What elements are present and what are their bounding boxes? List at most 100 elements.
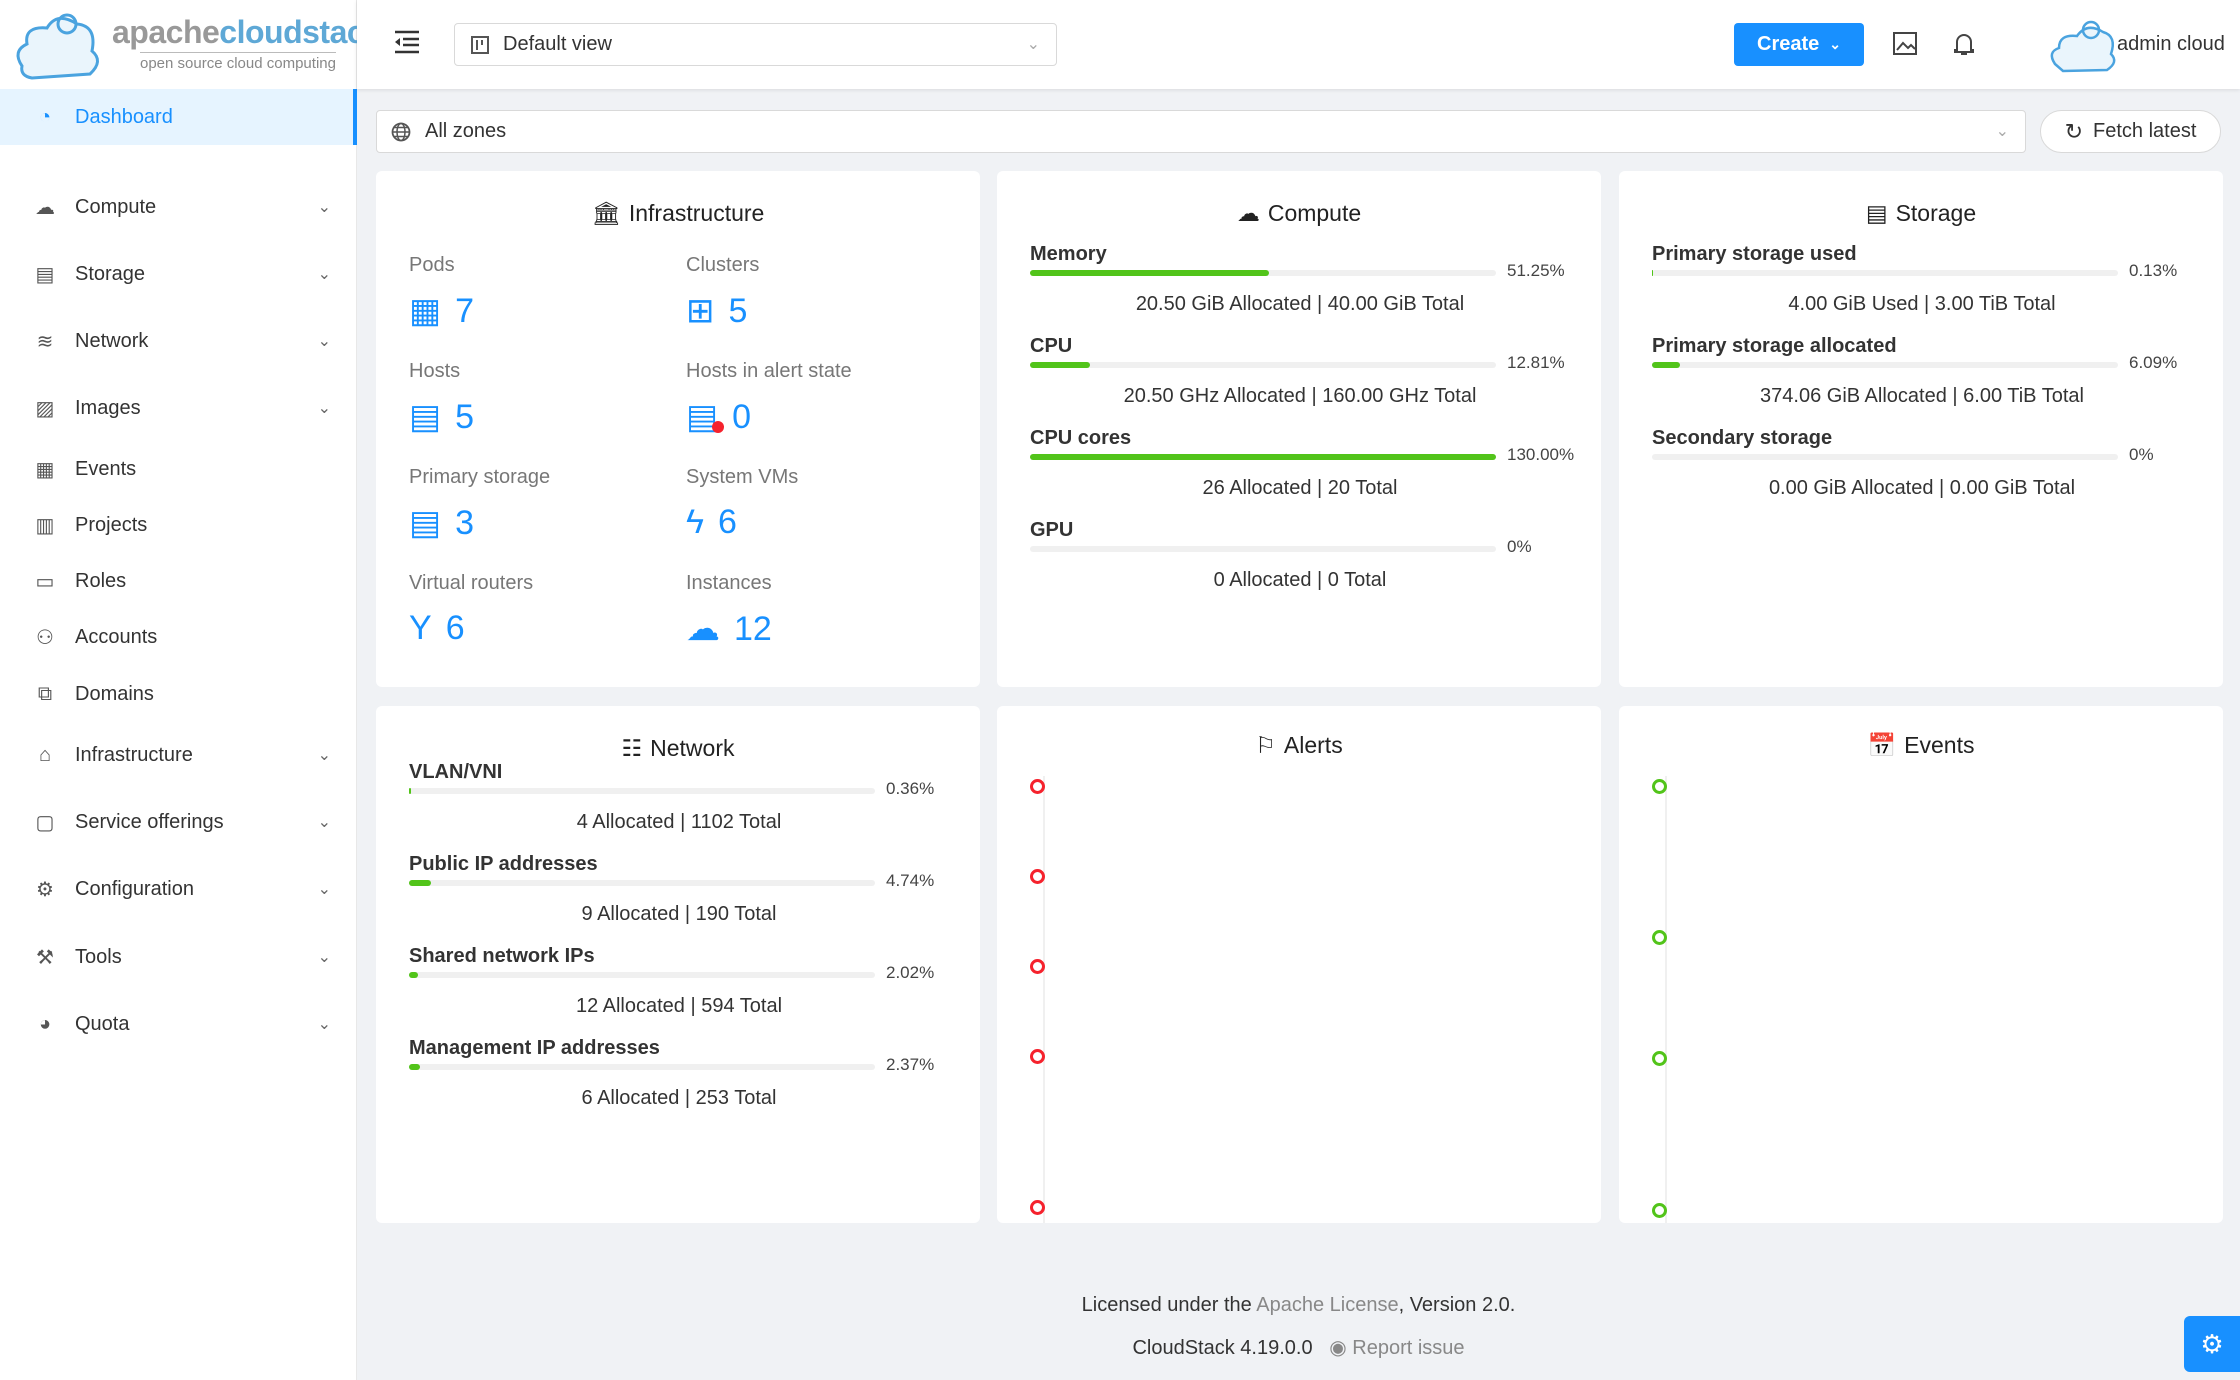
- user-menu[interactable]: admin cloud: [2047, 14, 2225, 74]
- apache-license-link[interactable]: Apache License: [1256, 1294, 1399, 1316]
- compute-card: ☁ Compute Memory 51.25% 20.50 GiB Allocated…: [997, 171, 1601, 687]
- usage-progress-fill: [409, 972, 419, 978]
- host-alert-icon: ▤: [686, 397, 725, 437]
- usage-label: Public IP addresses: [409, 853, 598, 875]
- infra-stat[interactable]: Pods ▦ 7: [409, 254, 474, 331]
- block-icon: ⧉: [37, 682, 53, 705]
- image-add-icon[interactable]: [1892, 30, 1920, 58]
- sidebar-item-label: Domains: [75, 682, 154, 705]
- infra-stat[interactable]: Instances ☁ 12: [686, 572, 772, 649]
- compute-usage: GPU 0% 0 Allocated | 0 Total: [1030, 519, 1581, 591]
- infra-stat[interactable]: Hosts ▤ 5: [409, 360, 474, 437]
- stat-number: 6: [445, 609, 465, 647]
- usage-text: 6 Allocated | 253 Total: [581, 1087, 777, 1109]
- timeline-dot: [1652, 930, 1667, 945]
- host-icon: ▤: [409, 398, 442, 436]
- usage-label: GPU: [1030, 519, 1074, 541]
- fetch-latest-button[interactable]: ↻ Fetch latest: [2040, 110, 2221, 153]
- settings-button[interactable]: ⚙: [2184, 1316, 2240, 1372]
- usage-progress-bar: [409, 972, 875, 978]
- sidebar-item-label: Infrastructure: [75, 743, 193, 766]
- infra-stat[interactable]: Hosts in alert state ▤ 0: [686, 360, 852, 437]
- usage-text: 26 Allocated | 20 Total: [1202, 477, 1398, 499]
- sidebar-item-label: Compute: [75, 195, 157, 218]
- usage-progress-bar: [1652, 362, 2118, 368]
- stat-number: 3: [455, 503, 475, 542]
- sidebar-item-configuration[interactable]: ⚙ Configuration ⌄: [0, 861, 357, 917]
- cloud-server-icon: ☁: [686, 610, 720, 648]
- menu-fold-icon[interactable]: [393, 30, 421, 54]
- infra-stat[interactable]: Virtual routers Y 6: [409, 572, 533, 648]
- sidebar-item-label: Configuration: [75, 877, 194, 900]
- chevron-down-icon: ⌄: [317, 199, 331, 216]
- stat-number: 6: [718, 503, 737, 541]
- chevron-down-icon: ⌄: [1995, 123, 2009, 140]
- sidebar-item-tools[interactable]: ⚒ Tools ⌄: [0, 929, 357, 985]
- events-card: 📅 Events: [1619, 706, 2223, 1223]
- chevron-down-icon: ⌄: [317, 1016, 331, 1033]
- github-icon: ◉: [1329, 1337, 1347, 1359]
- sidebar-item-events[interactable]: ▦ Events: [0, 441, 357, 497]
- schedule-icon: ▦: [35, 458, 55, 481]
- wifi-icon: ≋: [36, 330, 54, 353]
- usage-progress-fill: [1652, 362, 1681, 368]
- sidebar-item-dashboard[interactable]: ◔ Dashboard: [0, 89, 357, 145]
- storage-usage: Primary storage used 0.13% 4.00 GiB Used |…: [1652, 243, 2203, 315]
- version: CloudStack 4.19.0.0: [1132, 1337, 1313, 1359]
- bell-icon[interactable]: [1950, 30, 1978, 58]
- network-usage: VLAN/VNI 0.36% 4 Allocated | 1102 Total: [409, 761, 960, 833]
- stat-label: System VMs: [686, 466, 799, 488]
- sidebar-item-roles[interactable]: ▭ Roles: [0, 553, 357, 609]
- stat-value: ⊞ 5: [686, 291, 759, 331]
- zone-select[interactable]: All zones ⌄: [376, 110, 2026, 153]
- stat-value: ☁ 12: [686, 609, 772, 649]
- create-button[interactable]: Create ⌄: [1734, 23, 1864, 66]
- usage-label: Primary storage allocated: [1652, 335, 1897, 357]
- compute-usage: Memory 51.25% 20.50 GiB Allocated | 40.00 …: [1030, 243, 1581, 315]
- stat-number: 5: [728, 291, 748, 330]
- sidebar-item-quota[interactable]: ◕ Quota ⌄: [0, 996, 357, 1052]
- timeline-dot: [1030, 959, 1045, 974]
- timeline-dot: [1652, 779, 1667, 794]
- database-icon: ▤: [35, 263, 55, 286]
- sidebar-item-storage[interactable]: ▤ Storage ⌄: [0, 246, 357, 302]
- sidebar-item-label: Storage: [75, 262, 146, 285]
- view-select[interactable]: Default view ⌄: [454, 23, 1057, 66]
- logo[interactable]: apachecloudstack open source cloud compu…: [12, 6, 382, 86]
- sidebar-item-projects[interactable]: ▥ Projects: [0, 497, 357, 553]
- sidebar-item-images[interactable]: ▨ Images ⌄: [0, 380, 357, 436]
- sidebar-item-compute[interactable]: ☁ Compute ⌄: [0, 179, 357, 235]
- schedule-icon: 📅: [1867, 732, 1897, 758]
- compute-title: ☁ Compute: [1236, 200, 1362, 226]
- timeline-dot: [1030, 1049, 1045, 1064]
- sidebar-item-label: Network: [75, 329, 149, 352]
- sidebar-item-service-offerings[interactable]: ▢ Service offerings ⌄: [0, 794, 357, 850]
- network-usage: Shared network IPs 2.02% 12 Allocated | 59…: [409, 945, 960, 1017]
- sidebar-item-label: Tools: [75, 945, 122, 968]
- sidebar-item-network[interactable]: ≋ Network ⌄: [0, 313, 357, 369]
- sidebar-item-infrastructure[interactable]: ⌂ Infrastructure ⌄: [0, 727, 357, 783]
- sidebar-item-label: Projects: [75, 513, 148, 536]
- sidebar-item-domains[interactable]: ⧉ Domains: [0, 666, 357, 722]
- infra-stat[interactable]: System VMs ϟ 6: [686, 466, 798, 542]
- stat-label: Hosts in alert state: [686, 360, 852, 382]
- stat-label: Instances: [686, 572, 772, 594]
- report-issue-link[interactable]: ◉ Report issue: [1329, 1337, 1465, 1359]
- usage-progress-bar: [1030, 454, 1496, 460]
- team-icon: ⚇: [36, 626, 54, 649]
- infra-stat[interactable]: Primary storage ▤ 3: [409, 466, 550, 543]
- timeline-dot: [1030, 1200, 1045, 1215]
- cloudstack-mascot-icon: [16, 13, 99, 80]
- sidebar-item-accounts[interactable]: ⚇ Accounts: [0, 609, 357, 665]
- database-icon: ▤: [409, 504, 442, 542]
- chevron-down-icon: ⌄: [317, 400, 331, 417]
- infra-stat[interactable]: Clusters ⊞ 5: [686, 254, 759, 331]
- storage-usage: Secondary storage 0% 0.00 GiB Allocated | …: [1652, 427, 2203, 499]
- usage-label: Memory: [1030, 243, 1107, 265]
- database-icon: ▤: [1865, 200, 1888, 226]
- cloud-icon: ☁: [1236, 200, 1260, 226]
- alerts-card: ⚐ Alerts: [997, 706, 1601, 1223]
- stat-value: ▤ 5: [409, 397, 474, 437]
- network-usage: Public IP addresses 4.74% 9 Allocated | 19…: [409, 853, 960, 925]
- usage-label: Management IP addresses: [409, 1037, 660, 1059]
